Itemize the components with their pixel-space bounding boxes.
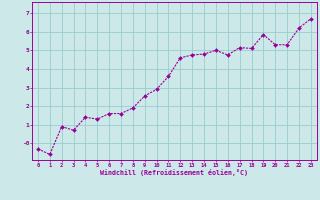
- X-axis label: Windchill (Refroidissement éolien,°C): Windchill (Refroidissement éolien,°C): [100, 169, 248, 176]
